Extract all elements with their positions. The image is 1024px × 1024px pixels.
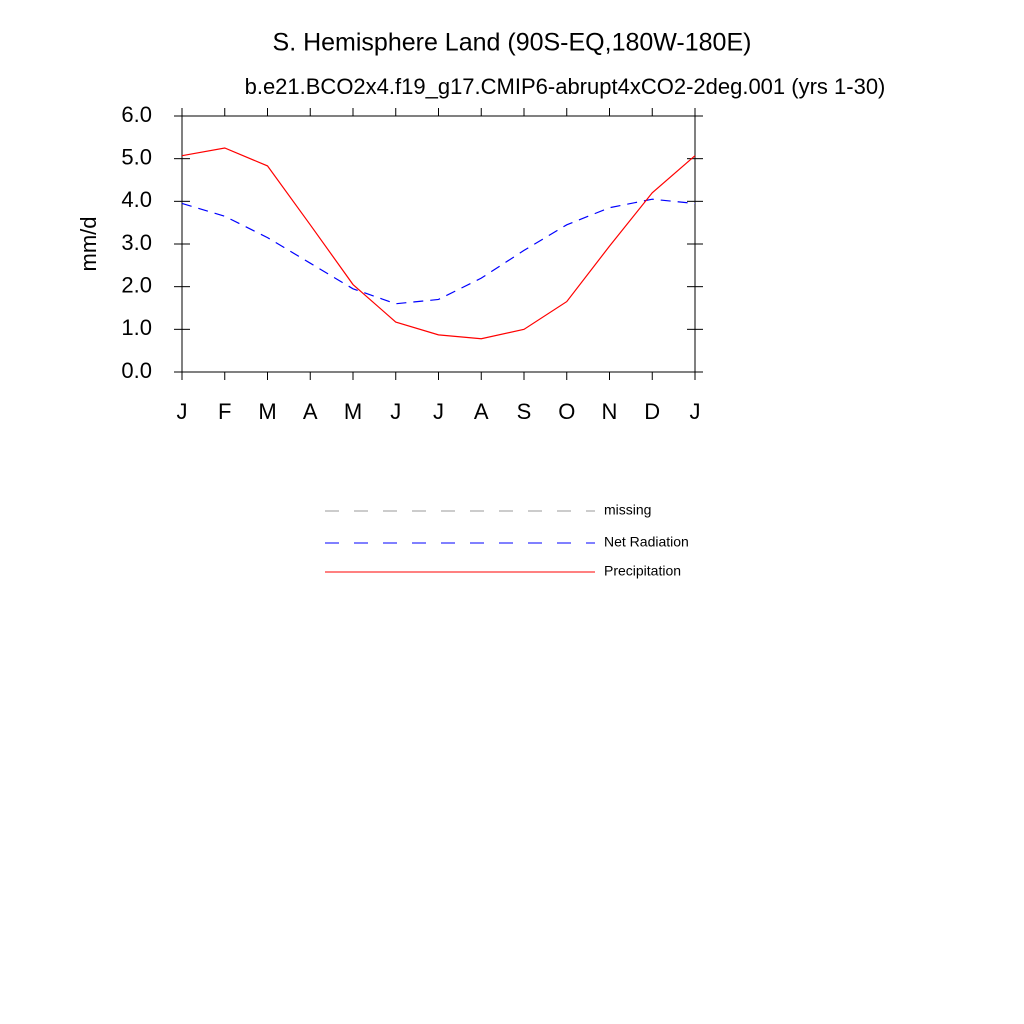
x-tick-label: F [218,399,231,424]
y-tick-label: 6.0 [121,102,152,127]
x-tick-label: O [558,399,575,424]
y-tick-label: 5.0 [121,144,152,169]
series-line [181,147,696,340]
y-tick-label: 2.0 [121,272,152,297]
y-tick-label: 1.0 [121,315,152,340]
chart-title: S. Hemisphere Land (90S-EQ,180W-180E) [273,29,752,57]
legend-label: Precipitation [604,563,681,579]
series-line [181,198,696,305]
y-tick-label: 3.0 [121,230,152,255]
x-tick-label: J [433,399,444,424]
plot-frame [181,115,696,373]
y-tick-label: 0.0 [121,358,152,383]
x-tick-label: J [177,399,188,424]
y-tick-label: 4.0 [121,187,152,212]
chart-subtitle: b.e21.BCO2x4.f19_g17.CMIP6-abrupt4xCO2-2… [245,74,886,99]
x-tick-label: M [344,399,362,424]
x-tick-label: J [690,399,701,424]
y-axis-label: mm/d [76,217,101,272]
x-tick-label: A [303,399,318,424]
x-tick-label: S [517,399,532,424]
x-tick-label: D [644,399,660,424]
x-tick-label: J [390,399,401,424]
x-tick-label: A [474,399,489,424]
legend-label: Net Radiation [604,534,689,550]
x-tick-label: M [258,399,276,424]
x-tick-label: N [602,399,618,424]
legend-label: missing [604,502,651,518]
